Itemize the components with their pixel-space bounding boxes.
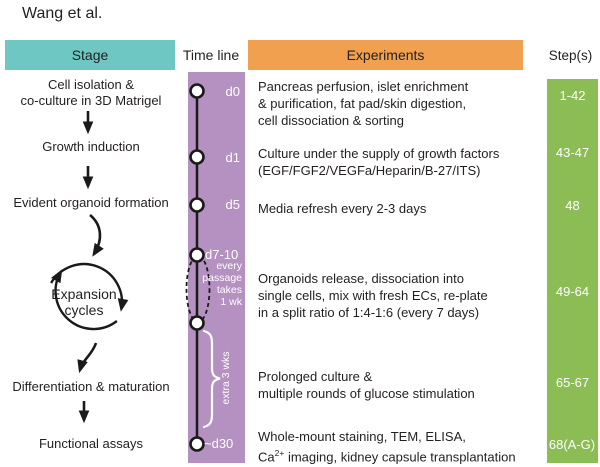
experiment-text-6: Whole-mount staining, TEM, ELISA, Ca2+ im… <box>258 428 550 465</box>
timeline-label-d0: d0 <box>225 84 240 99</box>
timeline-label-d7-10: d7-10 <box>205 247 239 262</box>
stage-growth-induction: Growth induction <box>42 139 140 154</box>
steps-column-header: Step(s) <box>548 47 593 63</box>
step-badge-5: 65-67 <box>555 375 590 390</box>
steps-track <box>547 79 598 463</box>
step-badge-4: 49-64 <box>555 284 590 299</box>
timeline-column-header: Time line <box>182 47 240 63</box>
stage-expansion-cycles: Expansion cycles <box>51 286 117 318</box>
experiment-text-4: Organoids release, dissociation into sin… <box>258 271 488 320</box>
timeline-label-d1: d1 <box>225 150 240 165</box>
experiment-6-ca: Ca <box>258 449 275 465</box>
stage-cell-isolation: Cell isolation & co-culture in 3D Matrig… <box>20 77 162 108</box>
experiment-text-2: Culture under the supply of growth facto… <box>258 146 500 178</box>
flow-arrow-out-of-cycle <box>77 342 98 374</box>
timeline-label-d30: ~d30 <box>204 436 234 451</box>
experiment-6-line1: Whole-mount staining, TEM, ELISA, <box>258 429 466 444</box>
step-badge-1: 1-42 <box>559 88 586 103</box>
stage-organoid-formation: Evident organoid formation <box>13 195 169 210</box>
experiment-text-1: Pancreas perfusion, islet enrichment & p… <box>258 79 469 128</box>
experiment-6-rest: imaging, kidney capsule transplantation <box>284 449 516 465</box>
figure-title: Wang et al. <box>22 5 103 22</box>
step-badge-3: 48 <box>565 198 580 213</box>
experiment-text-5: Prolonged culture & multiple rounds of g… <box>258 369 475 401</box>
experiment-6-superscript: 2+ <box>274 448 285 458</box>
experiments-column-header: Experiments <box>248 40 523 70</box>
flow-arrow-into-cycle <box>89 214 104 257</box>
step-badge-2: 43-47 <box>555 145 590 160</box>
timeline-label-d5: d5 <box>225 197 240 212</box>
stage-functional-assays: Functional assays <box>38 436 144 451</box>
stage-differentiation: Differentiation & maturation <box>12 379 170 394</box>
experiment-text-3: Media refresh every 2-3 days <box>258 201 427 216</box>
timeline-extra-weeks-note: extra 3 wks <box>220 351 232 405</box>
timeline-passage-note: every passage takes 1 wk <box>202 260 242 308</box>
step-badge-6: 68(A-G) <box>548 437 596 452</box>
stage-column-header: Stage <box>5 40 175 70</box>
